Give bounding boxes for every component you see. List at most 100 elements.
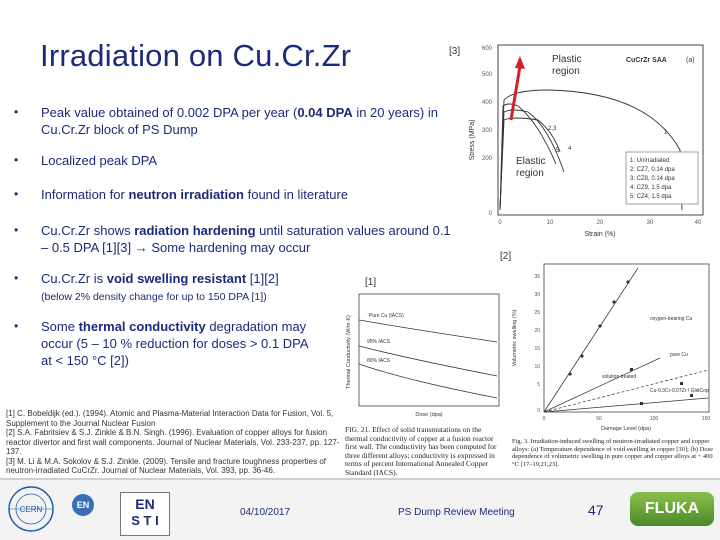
plot-frame — [358, 293, 500, 407]
hardening-arrow — [509, 65, 522, 121]
elastic-region-label: Elastic region — [516, 156, 546, 179]
ylabel: Volumetric swelling (%) — [512, 309, 518, 366]
bullet-bold: radiation hardening — [134, 223, 256, 238]
bullet-marker: • — [14, 223, 19, 237]
xtick: 30 — [647, 220, 654, 226]
thermal-plot: Thermal Conductivity (W/m·K) Pure Cu (IA… — [346, 293, 500, 418]
curve-pure-cu — [358, 319, 498, 343]
bullet-text: Some — [41, 319, 79, 334]
bullet-thermal-conductivity: • Some thermal conductivity degradation … — [0, 318, 320, 374]
void-swelling-subnote: (below 2% density change for up to 150 D… — [41, 291, 267, 303]
bullet-text: Localized peak DPA — [41, 153, 158, 168]
curve-95 — [358, 345, 498, 377]
xtick: 0 — [543, 416, 546, 422]
bullet-bold: neutron irradiation — [128, 187, 244, 202]
ylabel: Thermal Conductivity (W/m·K) — [346, 315, 352, 389]
bullet-text: found in literature — [244, 187, 349, 202]
legend-item: 3: CZ8, 0.14 dpa — [630, 176, 675, 182]
footer-date: 04/10/2017 — [240, 507, 291, 518]
bullet-bold: 0.04 DPA — [297, 105, 353, 120]
footer-meeting: PS Dump Review Meeting — [398, 507, 515, 518]
curve-label: 5 — [556, 148, 560, 154]
bullet-text: Cu.Cr.Zr shows — [41, 223, 135, 238]
bullet-text: Information for — [41, 187, 129, 202]
references: [1] C. Bobeldijk (ed.). (1994). Atomic a… — [6, 409, 342, 476]
cern-logo: CERN — [6, 484, 56, 534]
en-sti-logo-bottom: S T I — [131, 513, 159, 528]
bullet-text: Cu.Cr.Zr is — [41, 271, 107, 286]
data-point — [626, 280, 630, 284]
bullet-localized: • Localized peak DPA — [0, 152, 470, 172]
data-point — [630, 368, 633, 371]
curve-label: Pure Cu (IACS) — [369, 313, 404, 319]
page-number: 47 — [588, 502, 604, 518]
bullet-hardening: • Cu.Cr.Zr shows radiation hardening unt… — [0, 222, 470, 262]
bullet-text: degradation may occur (5 – 10 % reductio… — [41, 319, 308, 368]
series-label: Cu-0.3Cr-0.07Zr / GlidCop — [650, 388, 709, 394]
ytick: 10 — [534, 364, 540, 370]
bullet-peak-value: • Peak value obtained of 0.002 DPA per y… — [0, 104, 470, 144]
reference-2: [2] S.A. Fabritsiev & S.J. Zinkle & B.N.… — [6, 428, 340, 456]
xtick: 150 — [702, 416, 711, 422]
data-point — [580, 354, 584, 358]
legend-item: 5: CZ4, 1.5 dpa — [630, 194, 672, 200]
xtick: 0 — [498, 220, 502, 226]
reference-3: [3] M. Li & M.A. Sokolov & S.J. Zinkle. … — [6, 456, 327, 476]
bullet-marker: • — [14, 187, 19, 201]
series-label: solution treated — [602, 374, 636, 380]
ytick: 0 — [489, 211, 493, 217]
data-point — [690, 394, 693, 397]
xlabel: Strain (%) — [584, 231, 615, 238]
ytick: 30 — [534, 292, 540, 298]
ytick: 5 — [537, 382, 540, 388]
ytick-overlay: 500 — [482, 72, 493, 78]
data-point — [640, 402, 643, 405]
en-logo: EN — [72, 494, 94, 516]
slide-title: Irradiation on Cu.Cr.Zr — [40, 38, 352, 73]
curve-5 — [499, 103, 557, 211]
curve-oxygen-cu — [543, 267, 639, 413]
curve-label: 1 — [664, 130, 668, 136]
en-sti-logo-top: EN — [135, 496, 155, 512]
fluka-logo: FLUKA — [630, 492, 714, 526]
plastic-region-label: Plastic region — [552, 54, 582, 77]
legend-item: 1: Unirradiated — [630, 158, 669, 164]
figure-header: CuCrZr SAA — [626, 57, 667, 64]
bullet-marker: • — [14, 153, 19, 167]
bullet-neutron-info: • Information for neutron irradiation fo… — [0, 186, 470, 206]
bullet-bold: thermal conductivity — [78, 319, 206, 334]
bullet-text: [1][2] — [246, 271, 279, 286]
curve-1 — [499, 89, 683, 211]
xtick: 50 — [596, 416, 602, 422]
panel-label: (a) — [686, 57, 695, 64]
bullet-text: Peak value obtained of 0.002 DPA per yea… — [41, 105, 298, 120]
ytick: 15 — [534, 346, 540, 352]
bullet-void-swelling: • Cu.Cr.Zr is void swelling resistant [1… — [0, 270, 330, 290]
stress-strain-plot: Stress (MPa) 600 500 400 300 200 0 CuCrZ… — [469, 44, 704, 238]
bullet-text: in 20 years) in Cu.Cr.Zr block of PS Dum… — [41, 105, 438, 137]
data-point — [680, 382, 683, 385]
thermal-figure: Thermal Conductivity (W/m·K) Pure Cu (IA… — [345, 290, 505, 424]
curve-4 — [499, 109, 565, 211]
curve-alloys — [543, 397, 709, 413]
xlabel: Dose (dpa) — [415, 412, 442, 418]
curve-label: 80% IACS — [367, 358, 391, 364]
bullet-marker: • — [14, 271, 19, 285]
data-point — [612, 300, 616, 304]
curve-label: 95% IACS — [367, 339, 391, 345]
cern-logo-icon: CERN — [8, 486, 54, 532]
bullet-text: until saturation values around 0.1 – 0.5… — [41, 223, 451, 255]
ytick: 20 — [534, 328, 540, 334]
curve-solution-treated — [543, 369, 709, 413]
reference-1: [1] C. Bobeldijk (ed.). (1994). Atomic a… — [6, 409, 334, 428]
bullet-marker: • — [14, 319, 19, 333]
ytick-overlay: 300 — [482, 128, 493, 134]
bullet-bold: void swelling resistant — [106, 271, 247, 286]
xlabel: Damage Level (dpa) — [601, 426, 651, 432]
xtick: 100 — [650, 416, 659, 422]
ytick-overlay: 600 — [482, 46, 493, 52]
swelling-figure: Volumetric swelling (%) 35 30 25 20 15 1… — [510, 258, 715, 434]
ytick: 35 — [534, 274, 540, 280]
footer: CERN EN EN S T I 04/10/2017 PS Dump Revi… — [0, 480, 720, 540]
legend-item: 4: CZ9, 1.5 dpa — [630, 185, 672, 191]
